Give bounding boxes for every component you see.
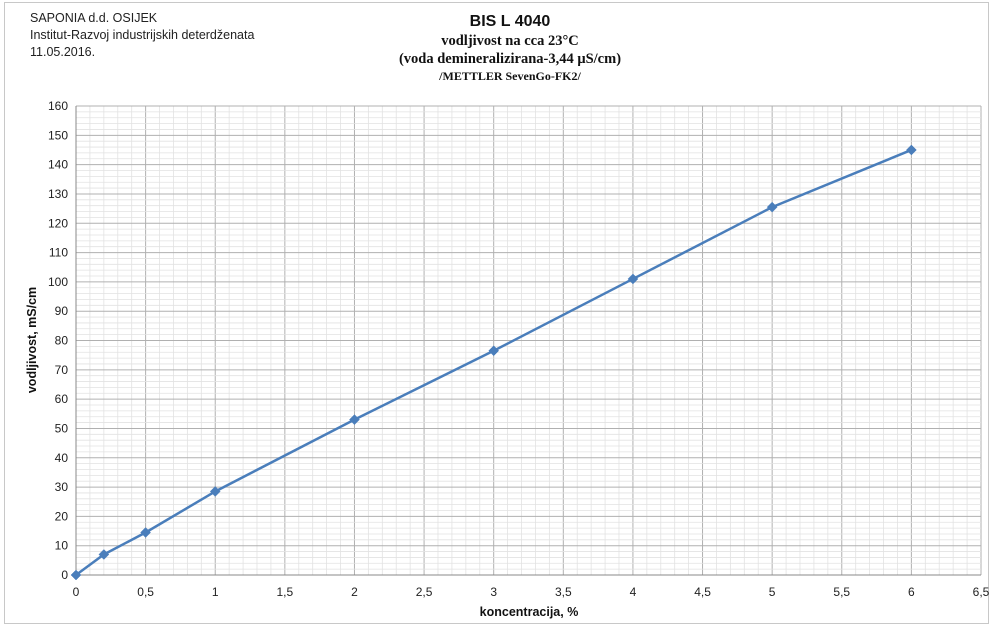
chart-title-block: BIS L 4040 vodljivost na cca 23°C (voda … [300, 12, 720, 84]
y-tick-label: 40 [55, 451, 69, 465]
y-tick-label: 0 [61, 568, 68, 582]
x-tick-label: 0,5 [137, 585, 154, 599]
tick-labels: 0 0,5 1 1,5 2 2,5 3 3,5 4 4,5 5 5,5 6 6,5 0 10 20 30 40 50 6… [48, 99, 990, 599]
x-axis-label: koncentracija, % [480, 605, 579, 619]
x-tick-label: 6,5 [973, 585, 990, 599]
data-series [70, 144, 917, 581]
x-tick-label: 3,5 [555, 585, 572, 599]
data-point-marker [70, 569, 82, 581]
y-tick-label: 70 [55, 363, 69, 377]
x-tick-label: 2 [351, 585, 358, 599]
y-axis-label: vodljivost, mS/cm [25, 287, 39, 393]
chart-subtitle-3: /METTLER SevenGo-FK2/ [439, 69, 581, 83]
company-name: SAPONIA d.d. OSIJEK [30, 11, 158, 25]
header-info: SAPONIA d.d. OSIJEK Institut-Razvoj indu… [30, 10, 254, 61]
y-tick-label: 20 [55, 509, 69, 523]
x-tick-label: 1 [212, 585, 219, 599]
x-tick-label: 4,5 [694, 585, 711, 599]
data-point-marker [766, 201, 778, 213]
y-tick-label: 160 [48, 99, 68, 113]
y-tick-label: 100 [48, 275, 68, 289]
grid-lines [75, 105, 982, 576]
y-tick-label: 50 [55, 421, 69, 435]
chart-subtitle-2: (voda demineralizirana-3,44 μS/cm) [398, 51, 622, 67]
institute-name: Institut-Razvoj industrijskih deterdžena… [30, 28, 255, 42]
report-date: 11.05.2016. [30, 45, 96, 59]
data-point-marker [209, 486, 221, 497]
chart-title: BIS L 4040 [469, 13, 551, 30]
y-tick-label: 150 [48, 128, 68, 142]
y-tick-label: 10 [55, 539, 69, 553]
data-point-marker [627, 273, 639, 285]
axes [75, 106, 981, 576]
chart-subtitle-1: vodljivost na cca 23°C [441, 33, 579, 49]
data-point-marker [140, 527, 151, 538]
data-point-marker [349, 414, 360, 425]
x-tick-label: 2,5 [416, 585, 433, 599]
x-tick-label: 1,5 [277, 585, 294, 599]
data-point-marker [488, 345, 500, 357]
x-tick-label: 0 [73, 585, 80, 599]
x-tick-label: 6 [908, 585, 915, 599]
x-tick-label: 3 [490, 585, 497, 599]
y-tick-label: 30 [55, 480, 69, 494]
y-tick-label: 140 [48, 158, 68, 172]
y-tick-label: 120 [48, 216, 68, 230]
x-tick-label: 5,5 [833, 585, 850, 599]
y-tick-label: 60 [55, 392, 69, 406]
y-tick-label: 90 [55, 304, 69, 318]
y-tick-label: 80 [55, 334, 69, 348]
x-tick-label: 5 [769, 585, 776, 599]
y-tick-label: 130 [48, 187, 68, 201]
data-point-marker [98, 549, 110, 560]
data-point-marker [906, 144, 917, 156]
x-tick-label: 4 [630, 585, 637, 599]
y-tick-label: 110 [49, 246, 68, 260]
chart-frame [4, 2, 989, 624]
